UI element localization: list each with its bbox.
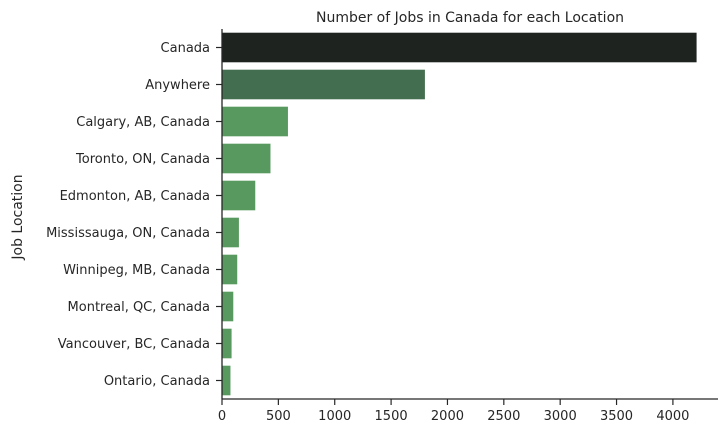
y-tick-label: Winnipeg, MB, Canada xyxy=(63,263,210,278)
bar xyxy=(222,217,239,248)
y-ticks-group: Canada Anywhere Calgary, AB, Canada Toronto… xyxy=(46,41,222,389)
x-tick-label: 500 xyxy=(266,409,291,424)
bar xyxy=(222,69,425,100)
bar xyxy=(222,254,238,285)
y-tick-label: Ontario, Canada xyxy=(104,374,210,389)
bar xyxy=(222,32,697,63)
x-ticks-group: 0 500 1000 1500 2000 2500 3000 3500 4000 xyxy=(218,399,689,424)
y-tick-label: Canada xyxy=(161,41,210,56)
x-tick-label: 3000 xyxy=(544,409,577,424)
bar xyxy=(222,365,231,396)
bar xyxy=(222,143,271,174)
x-tick-label: 2000 xyxy=(431,409,464,424)
chart-title: Number of Jobs in Canada for each Locati… xyxy=(316,10,624,26)
bar xyxy=(222,180,256,211)
y-tick-label: Mississauga, ON, Canada xyxy=(46,226,210,241)
x-tick-label: 4000 xyxy=(656,409,689,424)
x-tick-label: 3500 xyxy=(600,409,633,424)
bar xyxy=(222,106,288,137)
bar xyxy=(222,291,234,322)
bars-group xyxy=(222,32,697,396)
y-tick-label: Montreal, QC, Canada xyxy=(68,300,210,315)
y-tick-label: Toronto, ON, Canada xyxy=(75,152,210,167)
x-tick-label: 1000 xyxy=(318,409,351,424)
x-tick-label: 2500 xyxy=(487,409,520,424)
y-tick-label: Calgary, AB, Canada xyxy=(76,115,210,130)
y-tick-label: Vancouver, BC, Canada xyxy=(58,337,210,352)
x-tick-label: 1500 xyxy=(375,409,408,424)
y-tick-label: Edmonton, AB, Canada xyxy=(60,189,210,204)
y-tick-label: Anywhere xyxy=(145,78,210,93)
y-axis-label: Job Location xyxy=(10,174,26,260)
x-tick-label: 0 xyxy=(218,409,226,424)
bar xyxy=(222,328,232,359)
